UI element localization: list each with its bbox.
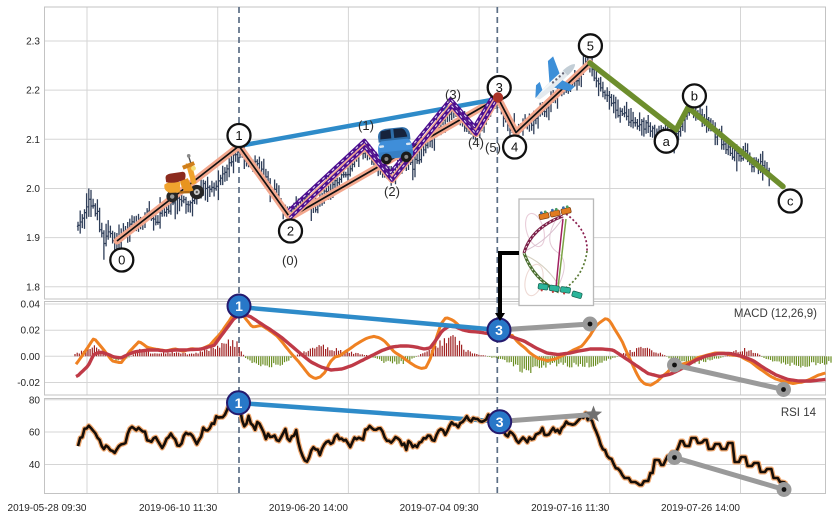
svg-text:2.0: 2.0 bbox=[26, 184, 40, 195]
svg-text:2.2: 2.2 bbox=[26, 86, 40, 97]
svg-text:0.04: 0.04 bbox=[21, 300, 41, 311]
svg-text:b: b bbox=[691, 89, 698, 104]
svg-text:(0): (0) bbox=[282, 253, 298, 268]
svg-text:(2): (2) bbox=[384, 184, 400, 199]
svg-text:2019-06-10 11:30: 2019-06-10 11:30 bbox=[139, 503, 218, 514]
svg-text:2019-05-28 09:30: 2019-05-28 09:30 bbox=[8, 503, 87, 514]
svg-text:1.8: 1.8 bbox=[26, 282, 40, 293]
svg-text:1: 1 bbox=[235, 395, 243, 411]
svg-text:0: 0 bbox=[118, 253, 125, 268]
svg-text:1: 1 bbox=[235, 128, 242, 143]
svg-text:2.1: 2.1 bbox=[26, 135, 40, 146]
svg-text:0.02: 0.02 bbox=[21, 326, 41, 337]
svg-text:(1): (1) bbox=[358, 118, 374, 133]
svg-text:5: 5 bbox=[587, 38, 594, 53]
svg-text:RSI 14: RSI 14 bbox=[781, 407, 817, 419]
svg-text:c: c bbox=[787, 194, 794, 209]
svg-text:(3): (3) bbox=[445, 87, 461, 102]
svg-text:0.00: 0.00 bbox=[21, 352, 41, 363]
svg-text:60: 60 bbox=[29, 428, 41, 439]
svg-text:MACD (12,26,9): MACD (12,26,9) bbox=[734, 308, 817, 320]
svg-text:40: 40 bbox=[29, 460, 41, 471]
svg-text:2.3: 2.3 bbox=[26, 37, 40, 48]
svg-text:1: 1 bbox=[235, 298, 243, 314]
svg-text:2019-07-26 14:00: 2019-07-26 14:00 bbox=[661, 503, 740, 514]
svg-text:2: 2 bbox=[287, 224, 294, 239]
svg-text:(4): (4) bbox=[468, 135, 484, 150]
svg-text:a: a bbox=[663, 134, 671, 149]
svg-text:80: 80 bbox=[29, 395, 41, 406]
svg-text:2019-07-04 09:30: 2019-07-04 09:30 bbox=[400, 503, 479, 514]
svg-text:2019-06-20 14:00: 2019-06-20 14:00 bbox=[269, 503, 348, 514]
svg-text:-0.02: -0.02 bbox=[17, 378, 40, 389]
svg-text:3: 3 bbox=[496, 414, 504, 430]
svg-text:3: 3 bbox=[495, 322, 503, 338]
svg-text:2019-07-16 11:30: 2019-07-16 11:30 bbox=[531, 503, 610, 514]
svg-text:1.9: 1.9 bbox=[26, 233, 40, 244]
svg-text:(5): (5) bbox=[485, 140, 501, 155]
svg-text:4: 4 bbox=[511, 140, 518, 155]
svg-text:3: 3 bbox=[496, 80, 503, 95]
